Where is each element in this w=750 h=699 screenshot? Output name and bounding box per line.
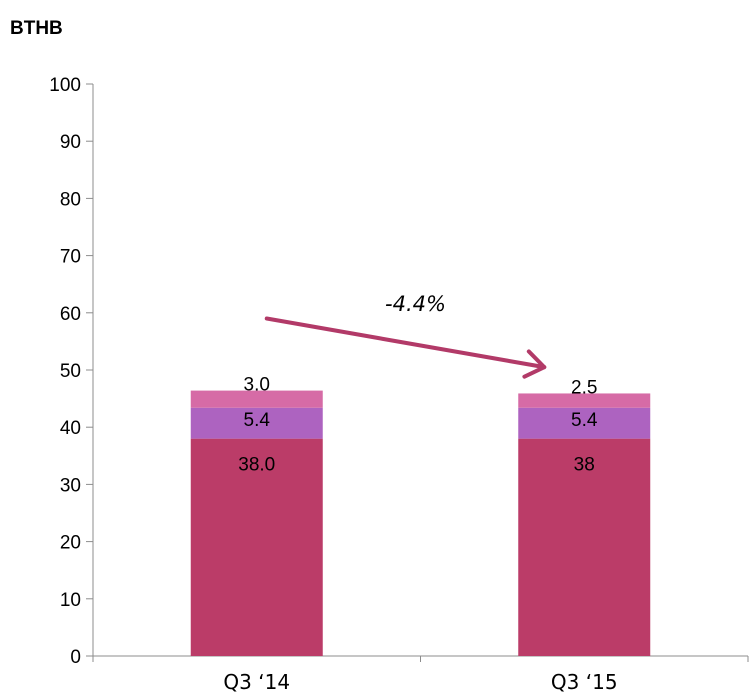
y-tick-label: 10 [60, 590, 81, 611]
y-tick-label: 70 [60, 247, 81, 268]
y-tick-label: 50 [60, 361, 81, 382]
data-label: 5.4 [244, 410, 271, 431]
y-tick-label: 30 [60, 475, 81, 496]
bar-segment [190, 407, 323, 439]
bar-segment [190, 390, 323, 408]
y-tick-label: 80 [60, 189, 81, 210]
data-label: 2.5 [571, 377, 597, 398]
annotation-arrow-line [264, 316, 547, 370]
data-label: 5.4 [571, 410, 598, 431]
x-tick-label: Q3 ‘14 [223, 670, 290, 694]
y-tick-label: 0 [70, 647, 81, 668]
annotation-arrow-head [522, 349, 547, 379]
bar-segment [190, 438, 323, 656]
y-tick-label: 40 [60, 418, 81, 439]
annotation-label: -4.4% [385, 292, 446, 316]
bar-segment [518, 407, 651, 439]
bar-segment [518, 438, 651, 656]
y-tick-label: 100 [49, 75, 81, 96]
data-label: 3.0 [244, 375, 270, 396]
bar-segment [518, 393, 651, 408]
y-tick-label: 60 [60, 304, 81, 325]
y-tick-label: 20 [60, 533, 81, 554]
data-label: 38 [574, 455, 595, 476]
x-tick-label: Q3 ‘15 [551, 670, 618, 694]
data-label: 38.0 [238, 455, 275, 476]
unit-label: BTHB [10, 18, 63, 39]
y-tick-label: 90 [60, 132, 81, 153]
